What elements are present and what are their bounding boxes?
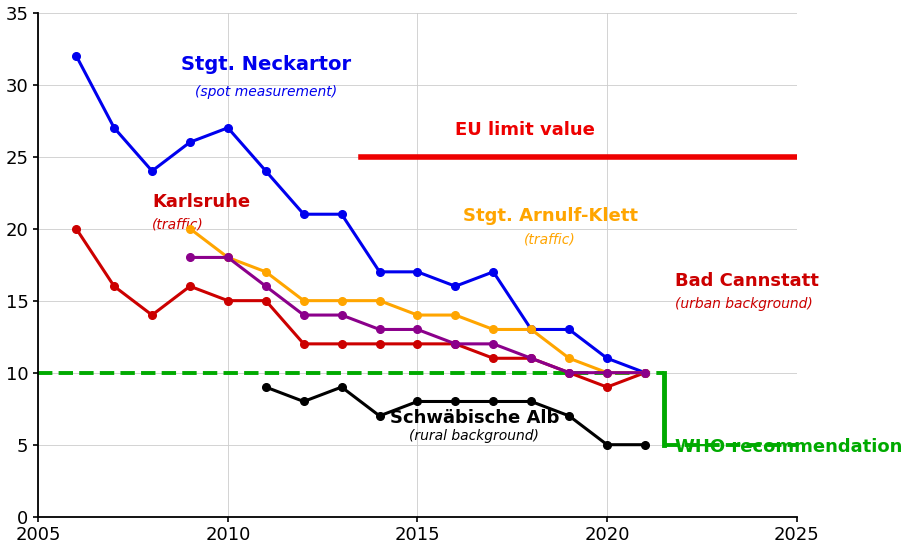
Text: (traffic): (traffic) <box>152 218 203 232</box>
Text: Schwäbische Alb: Schwäbische Alb <box>389 409 559 427</box>
Text: Bad Cannstatt: Bad Cannstatt <box>675 272 819 290</box>
Text: WHO recommendation: WHO recommendation <box>675 438 902 456</box>
Text: Karlsruhe: Karlsruhe <box>152 193 250 211</box>
Text: Stgt. Arnulf-Klett: Stgt. Arnulf-Klett <box>463 207 638 225</box>
Text: EU limit value: EU limit value <box>455 121 595 139</box>
Text: (urban background): (urban background) <box>675 297 813 311</box>
Text: Stgt. Neckartor: Stgt. Neckartor <box>180 55 351 74</box>
Text: (traffic): (traffic) <box>524 232 576 246</box>
Text: (rural background): (rural background) <box>409 430 540 443</box>
Text: (spot measurement): (spot measurement) <box>195 85 337 99</box>
